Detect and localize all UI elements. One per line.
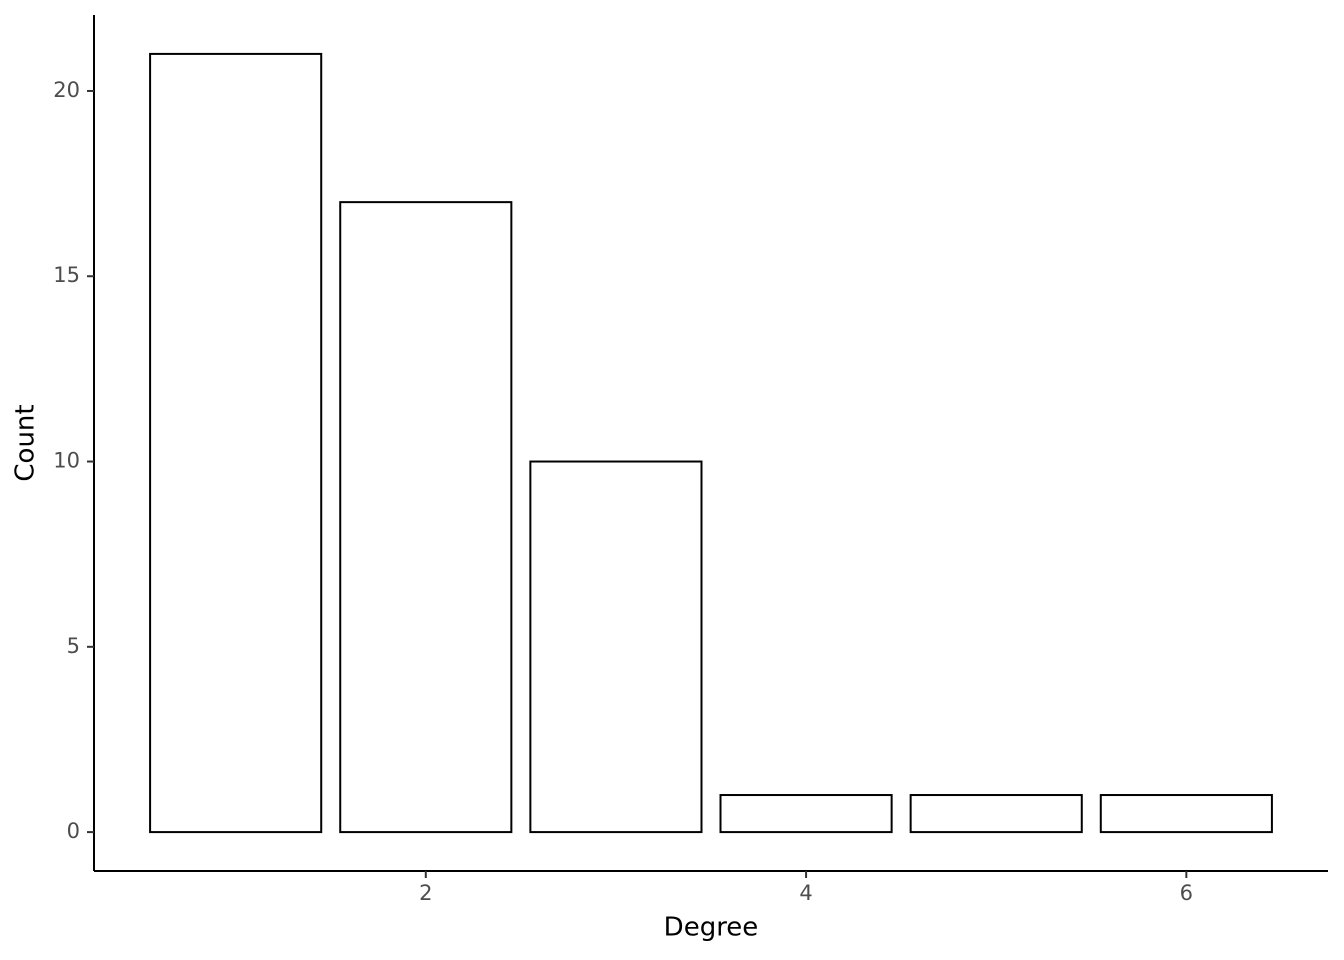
x-axis-title: Degree xyxy=(664,913,759,943)
bar xyxy=(719,794,893,834)
bar xyxy=(909,794,1083,834)
x-tick-label: 2 xyxy=(419,881,432,905)
x-tick-label: 4 xyxy=(799,881,812,905)
bar xyxy=(339,201,513,834)
y-axis-title: Count xyxy=(11,404,41,481)
y-tick-label: 20 xyxy=(53,78,80,102)
y-tick-label: 5 xyxy=(67,634,80,658)
bar xyxy=(529,460,703,834)
y-tick-label: 0 xyxy=(67,819,80,843)
y-tick-label: 15 xyxy=(53,263,80,287)
bar xyxy=(149,52,323,834)
bar xyxy=(1099,794,1273,834)
x-tick-label: 6 xyxy=(1180,881,1193,905)
y-tick-label: 10 xyxy=(53,449,80,473)
